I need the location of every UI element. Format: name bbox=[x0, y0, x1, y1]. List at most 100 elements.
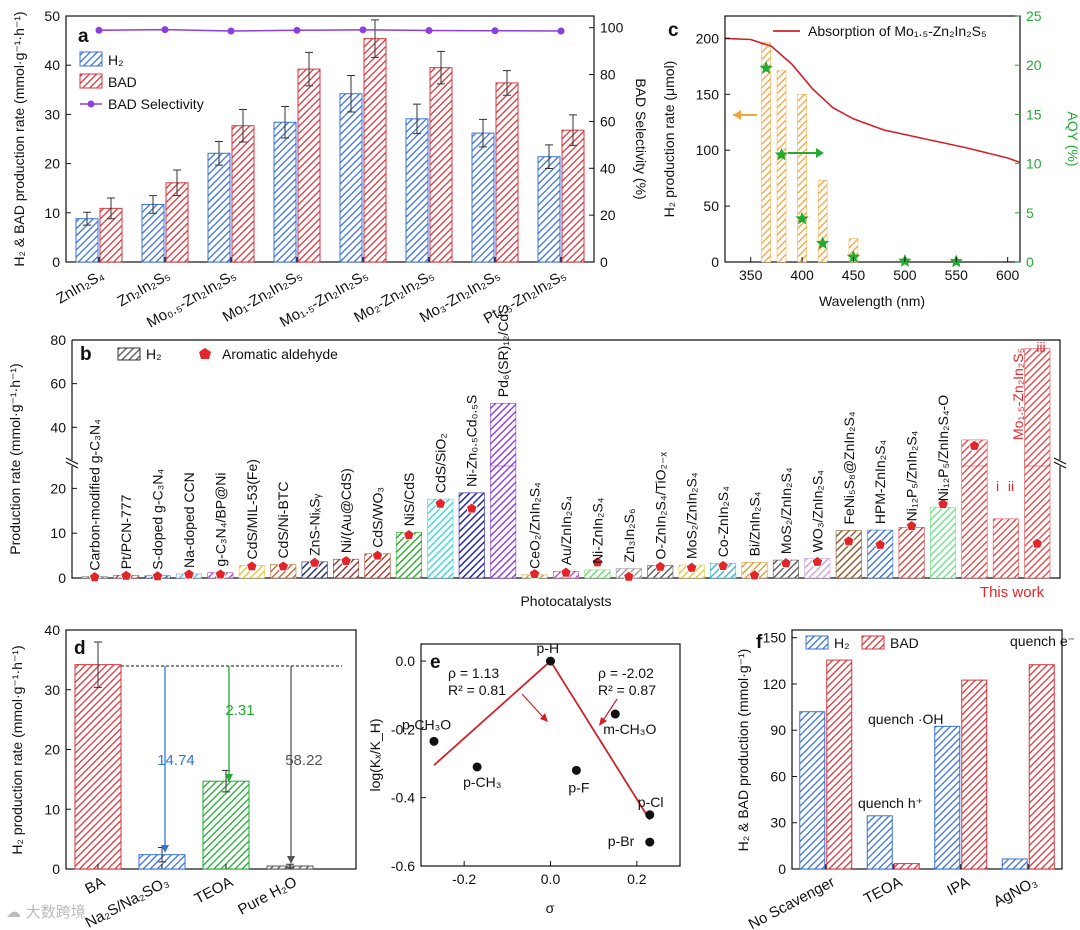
y2-tick-label: 20 bbox=[1026, 57, 1042, 73]
aldehyde-point bbox=[308, 556, 321, 568]
panel-d-letter: d bbox=[74, 638, 86, 659]
y-tick-label: 10 bbox=[44, 205, 60, 221]
h2-bar bbox=[471, 132, 495, 263]
y-tick-label: 150 bbox=[763, 630, 787, 646]
selectivity-line bbox=[98, 28, 562, 32]
aqy-star-point bbox=[774, 147, 789, 161]
x-tick-label: 450 bbox=[842, 267, 866, 283]
aldehyde-pentagon-icon bbox=[199, 348, 211, 359]
legend-h2-label: H₂ bbox=[834, 635, 850, 651]
error-bar bbox=[94, 641, 102, 688]
h2-bar bbox=[934, 725, 961, 870]
bar-upper bbox=[1024, 348, 1051, 467]
aldehyde-point bbox=[151, 570, 164, 582]
catalyst-label: CdS/Ni-BTC bbox=[275, 482, 291, 559]
annotation-quench-oh: quench ·OH bbox=[868, 711, 943, 727]
x-tick-label: -0.2 bbox=[452, 871, 476, 887]
bar bbox=[867, 529, 894, 579]
y2-tick-label: 25 bbox=[1026, 8, 1042, 24]
label-iii: iii bbox=[1036, 339, 1045, 355]
aldehyde-point bbox=[623, 570, 635, 582]
h2-bar bbox=[761, 42, 771, 263]
bar bbox=[202, 780, 250, 870]
aldehyde-point bbox=[937, 498, 949, 509]
h2-bar bbox=[1001, 858, 1028, 870]
x-tick-label: No Scavenger bbox=[746, 874, 838, 930]
arrow-right-icon bbox=[788, 148, 824, 158]
error-bar bbox=[503, 70, 511, 96]
aqy-star-point bbox=[759, 61, 773, 74]
catalyst-label: Pd₆(SR)₁₂/CdS bbox=[495, 304, 511, 397]
aldehyde-point bbox=[340, 555, 352, 566]
y-tick-label: -0.6 bbox=[391, 858, 415, 874]
selectivity-point bbox=[95, 26, 103, 34]
catalyst-label: NiS/CdS bbox=[401, 473, 417, 527]
error-bar bbox=[479, 118, 487, 148]
catalyst-label: Pt/PCN-777 bbox=[118, 494, 134, 569]
label-i: i bbox=[996, 478, 999, 494]
y-tick-label: 30 bbox=[44, 682, 60, 698]
selectivity-point bbox=[557, 27, 565, 35]
catalyst-label: CeO₂/ZnIn₂S₄ bbox=[527, 482, 543, 569]
watermark-logo: ☁ 大数跨境 bbox=[6, 901, 86, 922]
point-label: p-Cl bbox=[638, 794, 664, 810]
bar-upper bbox=[961, 439, 988, 467]
aldehyde-point bbox=[968, 439, 981, 451]
annotation-quench-h: quench h⁺ bbox=[858, 795, 923, 811]
annotation-quench-e: quench e⁻ bbox=[1010, 633, 1075, 649]
catalyst-label: Zn₃In₂S₆ bbox=[621, 508, 637, 562]
fit-line bbox=[433, 660, 552, 766]
arrow-left-icon bbox=[733, 110, 757, 120]
selectivity-point bbox=[491, 27, 499, 35]
panel-b-letter: b bbox=[80, 344, 92, 365]
x-tick-label: Pure H₂O bbox=[235, 874, 300, 919]
error-bar bbox=[545, 144, 553, 170]
panel-e-letter: e bbox=[430, 652, 441, 673]
y-tick-label: 40 bbox=[50, 419, 66, 435]
y2-tick-label: 60 bbox=[600, 113, 616, 129]
x-tick-label: TEOA bbox=[192, 874, 236, 908]
h2-bar bbox=[273, 121, 297, 263]
legend-bad-swatch bbox=[861, 635, 885, 650]
aldehyde-point bbox=[403, 529, 415, 540]
panel-c-y2label: AQY (%) bbox=[1065, 112, 1080, 167]
point-label: p-CH₃ bbox=[463, 774, 501, 790]
fit-line bbox=[549, 660, 651, 821]
catalyst-label: Carbon-modified g-C₃N₄ bbox=[87, 419, 103, 571]
error-bar bbox=[173, 169, 181, 197]
aldehyde-point bbox=[717, 559, 729, 571]
aldehyde-point bbox=[685, 561, 698, 573]
bad-bar bbox=[961, 679, 988, 870]
error-bar bbox=[371, 19, 379, 58]
bad-bar bbox=[363, 38, 387, 263]
y2-tick-label: 10 bbox=[1026, 156, 1042, 172]
x-tick-label: 600 bbox=[996, 267, 1020, 283]
y-tick-label: 0.0 bbox=[396, 653, 416, 669]
catalyst-label: FeNi₅S₈@ZnIn₂S₄ bbox=[841, 411, 857, 524]
aldehyde-point bbox=[246, 560, 258, 572]
selectivity-point bbox=[359, 26, 367, 34]
data-point bbox=[472, 762, 482, 772]
selectivity-point bbox=[227, 27, 235, 35]
y-tick-label: 40 bbox=[44, 57, 60, 73]
bad-bar bbox=[826, 659, 853, 870]
error-bar bbox=[107, 197, 115, 220]
legend-h2-label: H₂ bbox=[108, 52, 124, 68]
annotation-2-31: 2.31 bbox=[225, 702, 254, 719]
data-point bbox=[571, 765, 581, 775]
x-tick-label: AgNO₃ bbox=[991, 874, 1040, 911]
point-label: m-CH₃O bbox=[603, 721, 656, 737]
y-tick-label: 150 bbox=[696, 86, 720, 102]
h2-bar bbox=[405, 118, 429, 263]
legend-bad-swatch bbox=[79, 73, 103, 89]
fit-right-rho: ρ = -2.02 bbox=[598, 665, 654, 681]
catalyst-label: Ni/(Au@CdS) bbox=[338, 468, 354, 553]
selectivity-point bbox=[293, 26, 301, 34]
h2-bar bbox=[797, 94, 807, 263]
error-bar bbox=[347, 75, 355, 113]
catalyst-label: WO₃/ZnIn₂S₄ bbox=[809, 470, 825, 552]
arrow-icon bbox=[521, 693, 545, 719]
panel-d-ylabel: H₂ production rate (mmol·g⁻¹·h⁻¹) bbox=[9, 645, 25, 854]
y-tick-label: 60 bbox=[770, 768, 786, 784]
